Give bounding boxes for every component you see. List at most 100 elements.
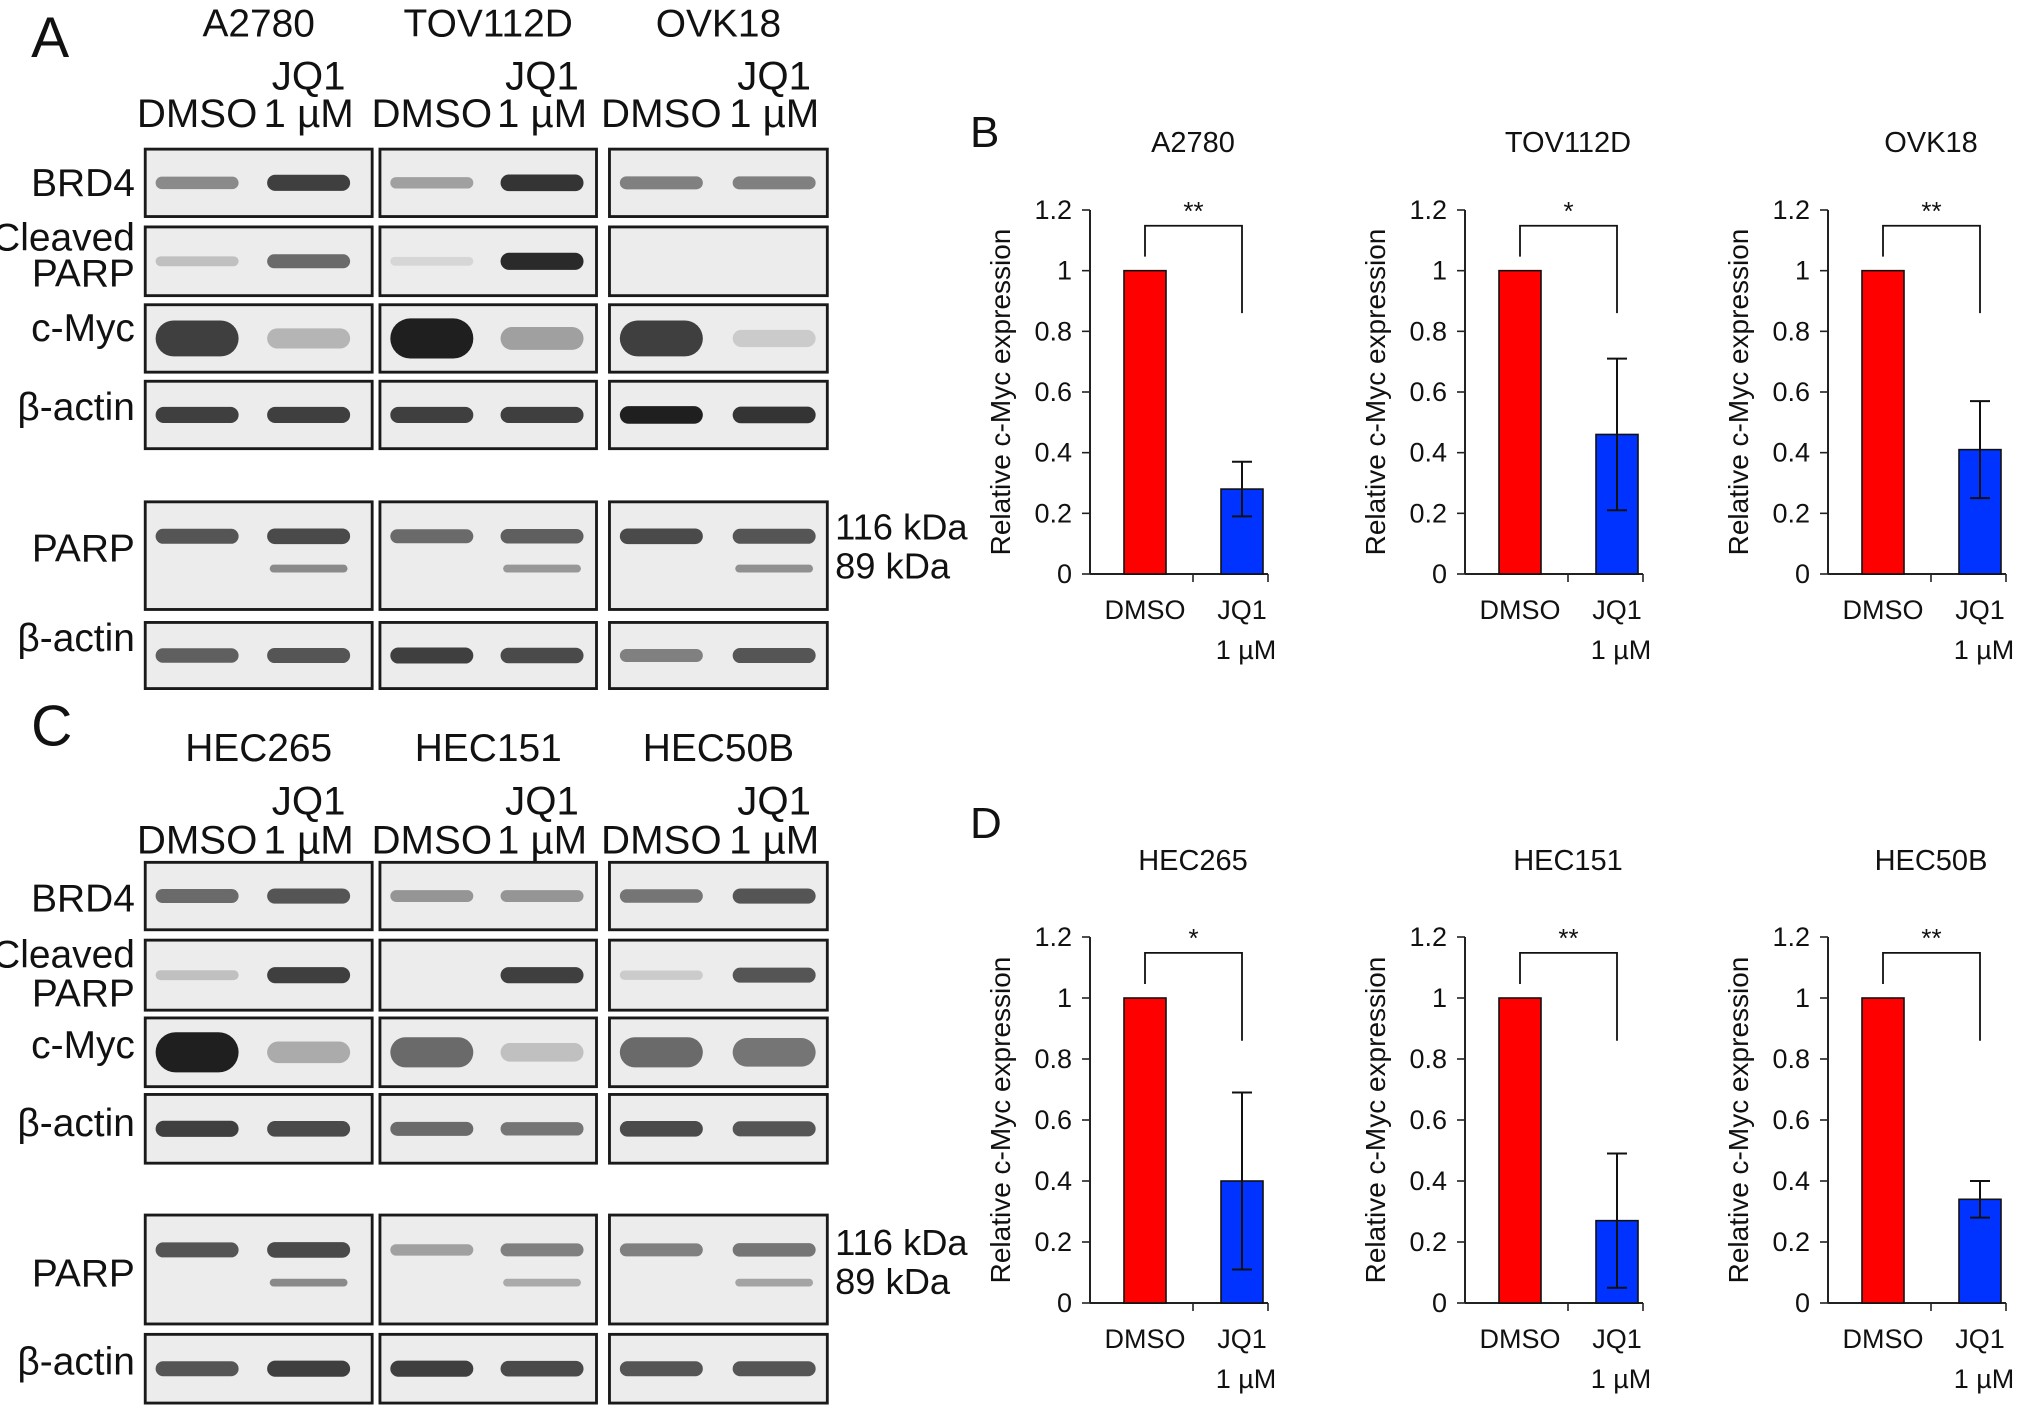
lane-label-dose: 1 µM: [264, 91, 354, 136]
blot-row-label: BRD4: [31, 162, 135, 205]
lane-label-jq1: JQ1: [505, 53, 579, 98]
significance-bracket: [1882, 951, 1981, 1041]
protein-band: [500, 647, 584, 664]
y-axis-title: Relative c-Myc expression: [1723, 229, 1754, 556]
bar-dmso: [1498, 269, 1542, 575]
x-category-label: DMSO: [1105, 595, 1186, 625]
bar-chart-a2780: B A2780 0 0.2 0.4 0.6 0.8 1 1.2 Relative c-Myc ex…: [970, 108, 1276, 665]
y-tick-label: 0.6: [1772, 1105, 1810, 1135]
x-category-label: DMSO: [1480, 1324, 1561, 1354]
protein-band: [155, 1361, 239, 1377]
protein-band: [390, 177, 474, 189]
bar-dmso: [1498, 997, 1542, 1304]
panel-label: D: [970, 799, 1002, 848]
y-tick-label: 0.8: [1409, 1044, 1447, 1074]
y-tick-label: 1: [1432, 983, 1447, 1013]
blot-membrane: [378, 1213, 598, 1326]
blot-membrane: [608, 500, 829, 611]
y-tick-label: 1: [1795, 256, 1810, 286]
protein-band: [155, 970, 239, 981]
protein-band: [500, 1042, 584, 1062]
protein-band: [390, 256, 474, 266]
y-axis-title: Relative c-Myc expression: [1723, 957, 1754, 1284]
protein-band: [619, 528, 703, 545]
blot-row-label: β-actin: [17, 617, 134, 660]
protein-band: [390, 647, 474, 664]
cell-line-label: HEC265: [185, 727, 332, 770]
protein-band: [732, 406, 816, 424]
protein-band: [619, 1243, 703, 1257]
chart-title: HEC50B: [1875, 845, 1988, 877]
y-tick-label: 0: [1432, 1288, 1447, 1318]
bar-chart-panels: B A2780 0 0.2 0.4 0.6 0.8 1 1.2 Relative c-Myc ex…: [970, 108, 2014, 1394]
x-category-sublabel: 1 µM: [1591, 635, 1652, 665]
protein-band: [155, 256, 239, 267]
significance-label: **: [1183, 196, 1203, 226]
lane-label-jq1: JQ1: [737, 53, 811, 98]
protein-band: [155, 648, 239, 663]
lane-label-dmso: DMSO: [372, 817, 493, 862]
x-category-label: JQ1: [1592, 1324, 1642, 1354]
x-category-sublabel: 1 µM: [1216, 635, 1277, 665]
protein-band: [267, 528, 351, 545]
protein-band: [155, 1242, 239, 1258]
cleaved-parp-band: [503, 564, 581, 573]
chart-title: HEC151: [1513, 845, 1623, 877]
protein-band: [619, 320, 703, 357]
x-category-label: DMSO: [1843, 1324, 1924, 1354]
y-tick-label: 1.2: [1034, 195, 1072, 225]
panel-label: B: [970, 108, 999, 157]
protein-band: [155, 1032, 239, 1073]
y-tick-label: 0.6: [1772, 377, 1810, 407]
significance-label: **: [1921, 923, 1941, 953]
y-tick-label: 0.6: [1034, 377, 1072, 407]
y-tick-label: 0.2: [1409, 1227, 1447, 1257]
blot-row-label: Cleaved: [0, 933, 135, 976]
cleaved-parp-band: [269, 564, 348, 573]
x-category-label: DMSO: [1843, 595, 1924, 625]
blot-row-label: BRD4: [31, 878, 135, 921]
y-tick-label: 0.4: [1409, 1166, 1447, 1196]
protein-band: [267, 1360, 351, 1377]
protein-band: [267, 967, 351, 984]
y-tick-label: 0: [1057, 559, 1072, 589]
cell-line-label: A2780: [202, 2, 314, 45]
blot-row-label: β-actin: [17, 386, 134, 429]
blot-membrane: [143, 1213, 374, 1326]
y-tick-label: 0: [1057, 1288, 1072, 1318]
bar-chart-hec50b: HEC50B 0 0.2 0.4 0.6 0.8 1 1.2 Relative c-Myc ex…: [1723, 845, 2014, 1394]
x-category-label: JQ1: [1955, 595, 2005, 625]
protein-band: [267, 1041, 351, 1064]
x-category-label: JQ1: [1217, 1324, 1267, 1354]
y-tick-label: 0.2: [1409, 498, 1447, 528]
y-tick-label: 0.8: [1034, 316, 1072, 346]
lane-label-dmso: DMSO: [137, 817, 258, 862]
y-tick-label: 0.8: [1772, 316, 1810, 346]
y-tick-label: 0: [1795, 1288, 1810, 1318]
y-tick-label: 1: [1432, 256, 1447, 286]
protein-band: [390, 890, 474, 903]
protein-band: [155, 889, 239, 904]
bar-chart-hec151: HEC151 0 0.2 0.4 0.6 0.8 1 1.2 Relative c-Myc ex…: [1360, 845, 1651, 1394]
lane-label-dose: 1 µM: [497, 817, 587, 862]
lane-label-jq1: JQ1: [505, 778, 579, 823]
protein-band: [732, 647, 816, 664]
protein-band: [390, 318, 474, 359]
bar-chart-hec265: D HEC265 0 0.2 0.4 0.6 0.8 1 1.2 Relative c-Myc e…: [970, 799, 1276, 1394]
cleaved-parp-band: [735, 1278, 814, 1287]
protein-band: [732, 1037, 816, 1067]
x-category-sublabel: 1 µM: [1954, 1364, 2015, 1394]
bar-dmso: [1123, 997, 1167, 1304]
protein-band: [619, 1121, 703, 1137]
cleaved-parp-band: [735, 564, 814, 573]
y-tick-label: 0.2: [1772, 1227, 1810, 1257]
lane-label-dmso: DMSO: [372, 91, 493, 136]
protein-band: [500, 1243, 584, 1257]
blot-membrane: [143, 500, 374, 611]
y-tick-label: 0.2: [1034, 498, 1072, 528]
cleaved-parp-band: [269, 1278, 348, 1287]
